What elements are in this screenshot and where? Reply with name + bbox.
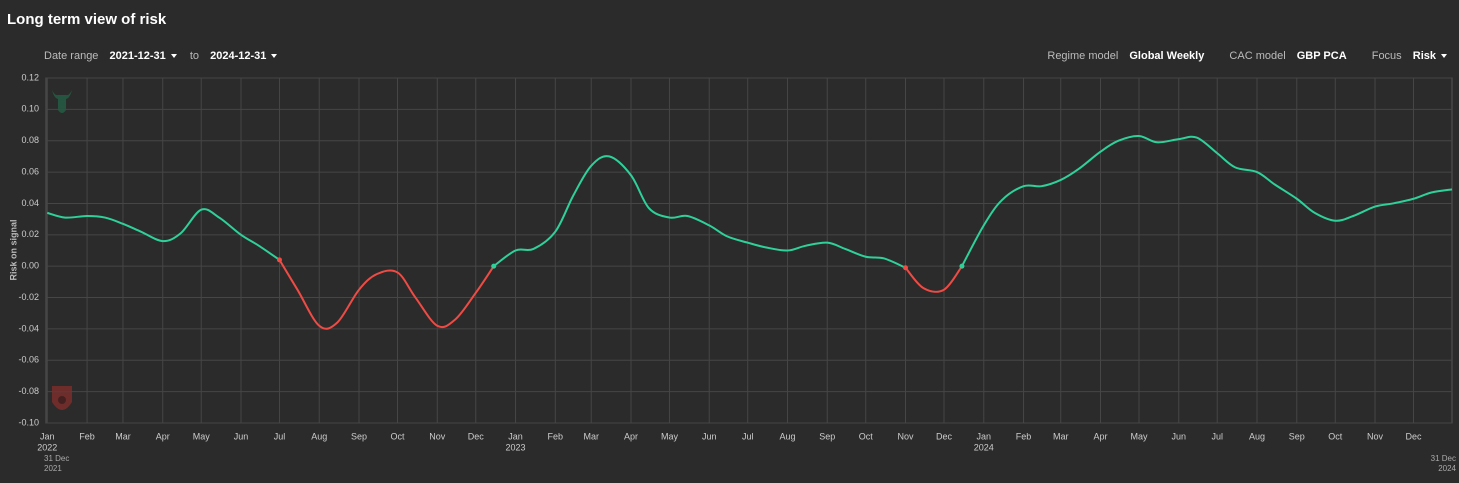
x-tick-label: Dec xyxy=(468,431,485,441)
caret xyxy=(1441,54,1447,59)
y-tick-label: 0.02 xyxy=(21,229,39,239)
x-year-label: 2023 xyxy=(506,442,526,452)
x-limit-day: 31 Dec xyxy=(44,454,69,463)
crossing-dot xyxy=(903,265,909,271)
x-tick-label: Jan xyxy=(508,431,523,441)
y-tick-label: 0.04 xyxy=(21,198,39,208)
bull-icon xyxy=(52,90,72,113)
y-tick-label: 0.10 xyxy=(21,104,39,114)
end-date[interactable]: 2024-12-31 xyxy=(210,50,267,62)
y-tick-label: -0.06 xyxy=(18,355,39,365)
x-tick-label: Aug xyxy=(779,431,795,441)
y-tick-label: 0.12 xyxy=(21,72,39,82)
x-tick-label: Nov xyxy=(897,431,914,441)
x-tick-label: Feb xyxy=(1016,431,1032,441)
x-tick-label: Aug xyxy=(1249,431,1265,441)
x-tick-label: May xyxy=(193,431,211,441)
x-year-label: 2024 xyxy=(974,442,994,452)
x-tick-label: Feb xyxy=(548,431,564,441)
x-tick-label: Mar xyxy=(583,431,599,441)
label: CAC model xyxy=(1229,50,1286,62)
cac-model[interactable]: GBP PCA xyxy=(1296,50,1347,62)
x-tick-label: Jun xyxy=(234,431,249,441)
y-tick-label: -0.04 xyxy=(18,323,39,333)
crossing-dot xyxy=(491,263,497,269)
focus[interactable]: Risk xyxy=(1412,50,1436,62)
x-tick-label: Nov xyxy=(429,431,446,441)
x-limit-year: 2021 xyxy=(44,464,62,473)
x-tick-label: Jul xyxy=(1211,431,1223,441)
x-tick-label: Jun xyxy=(1171,431,1186,441)
page-title: Long term view of risk xyxy=(7,11,167,28)
line xyxy=(278,259,963,330)
y-axis-label: Risk on signal xyxy=(8,219,18,280)
x-tick-label: Oct xyxy=(390,431,405,441)
x-limit-day: 31 Dec xyxy=(1431,454,1456,463)
label: Focus xyxy=(1371,50,1402,62)
crossing-dot xyxy=(959,263,965,269)
x-tick-label: Apr xyxy=(1093,431,1107,441)
x-tick-label: Nov xyxy=(1367,431,1384,441)
x-tick-label: Oct xyxy=(859,431,874,441)
grid xyxy=(46,77,1452,424)
x-tick-label: Sep xyxy=(351,431,367,441)
label: Date range xyxy=(44,50,99,62)
regime-model[interactable]: Global Weekly xyxy=(1129,50,1205,62)
start-date[interactable]: 2021-12-31 xyxy=(109,50,166,62)
x-tick-label: Oct xyxy=(1328,431,1343,441)
y-tick-label: 0.08 xyxy=(21,135,39,145)
x-tick-label: Apr xyxy=(624,431,638,441)
x-tick-label: Jul xyxy=(742,431,754,441)
x-tick-label: Jan xyxy=(40,431,55,441)
x-tick-label: Dec xyxy=(936,431,953,441)
x-tick-label: Sep xyxy=(819,431,835,441)
x-tick-label: Mar xyxy=(1053,431,1069,441)
x-tick-label: Jun xyxy=(702,431,717,441)
y-tick-label: -0.10 xyxy=(18,417,39,427)
y-tick-label: -0.08 xyxy=(18,386,39,396)
x-tick-label: May xyxy=(661,431,679,441)
x-tick-label: Aug xyxy=(311,431,327,441)
x-tick-label: Mar xyxy=(115,431,131,441)
x-tick-label: Sep xyxy=(1289,431,1305,441)
line xyxy=(47,135,1453,269)
y-tick-label: 0.06 xyxy=(21,166,39,176)
y-tick-label: -0.02 xyxy=(18,292,39,302)
model-controls: Regime model Global Weekly CAC model GBP… xyxy=(1047,50,1447,62)
y-tick-label: 0.00 xyxy=(21,261,39,271)
x-tick-label: Dec xyxy=(1406,431,1423,441)
x-tick-label: Jan xyxy=(977,431,992,441)
label: to xyxy=(189,50,200,62)
plot-area xyxy=(45,77,1453,424)
x-tick-label: Feb xyxy=(79,431,95,441)
label: Regime model xyxy=(1047,50,1119,62)
date-range: Date range 2021-12-31 to 2024-12-31 xyxy=(44,50,278,62)
x-limit-year: 2024 xyxy=(1438,464,1456,473)
crossing-dot xyxy=(276,257,282,263)
caret xyxy=(170,54,177,59)
x-tick-label: Apr xyxy=(156,431,170,441)
x-tick-label: May xyxy=(1130,431,1148,441)
caret xyxy=(271,54,278,59)
x-year-label: 2022 xyxy=(37,442,57,452)
x-tick-label: Jul xyxy=(274,431,286,441)
